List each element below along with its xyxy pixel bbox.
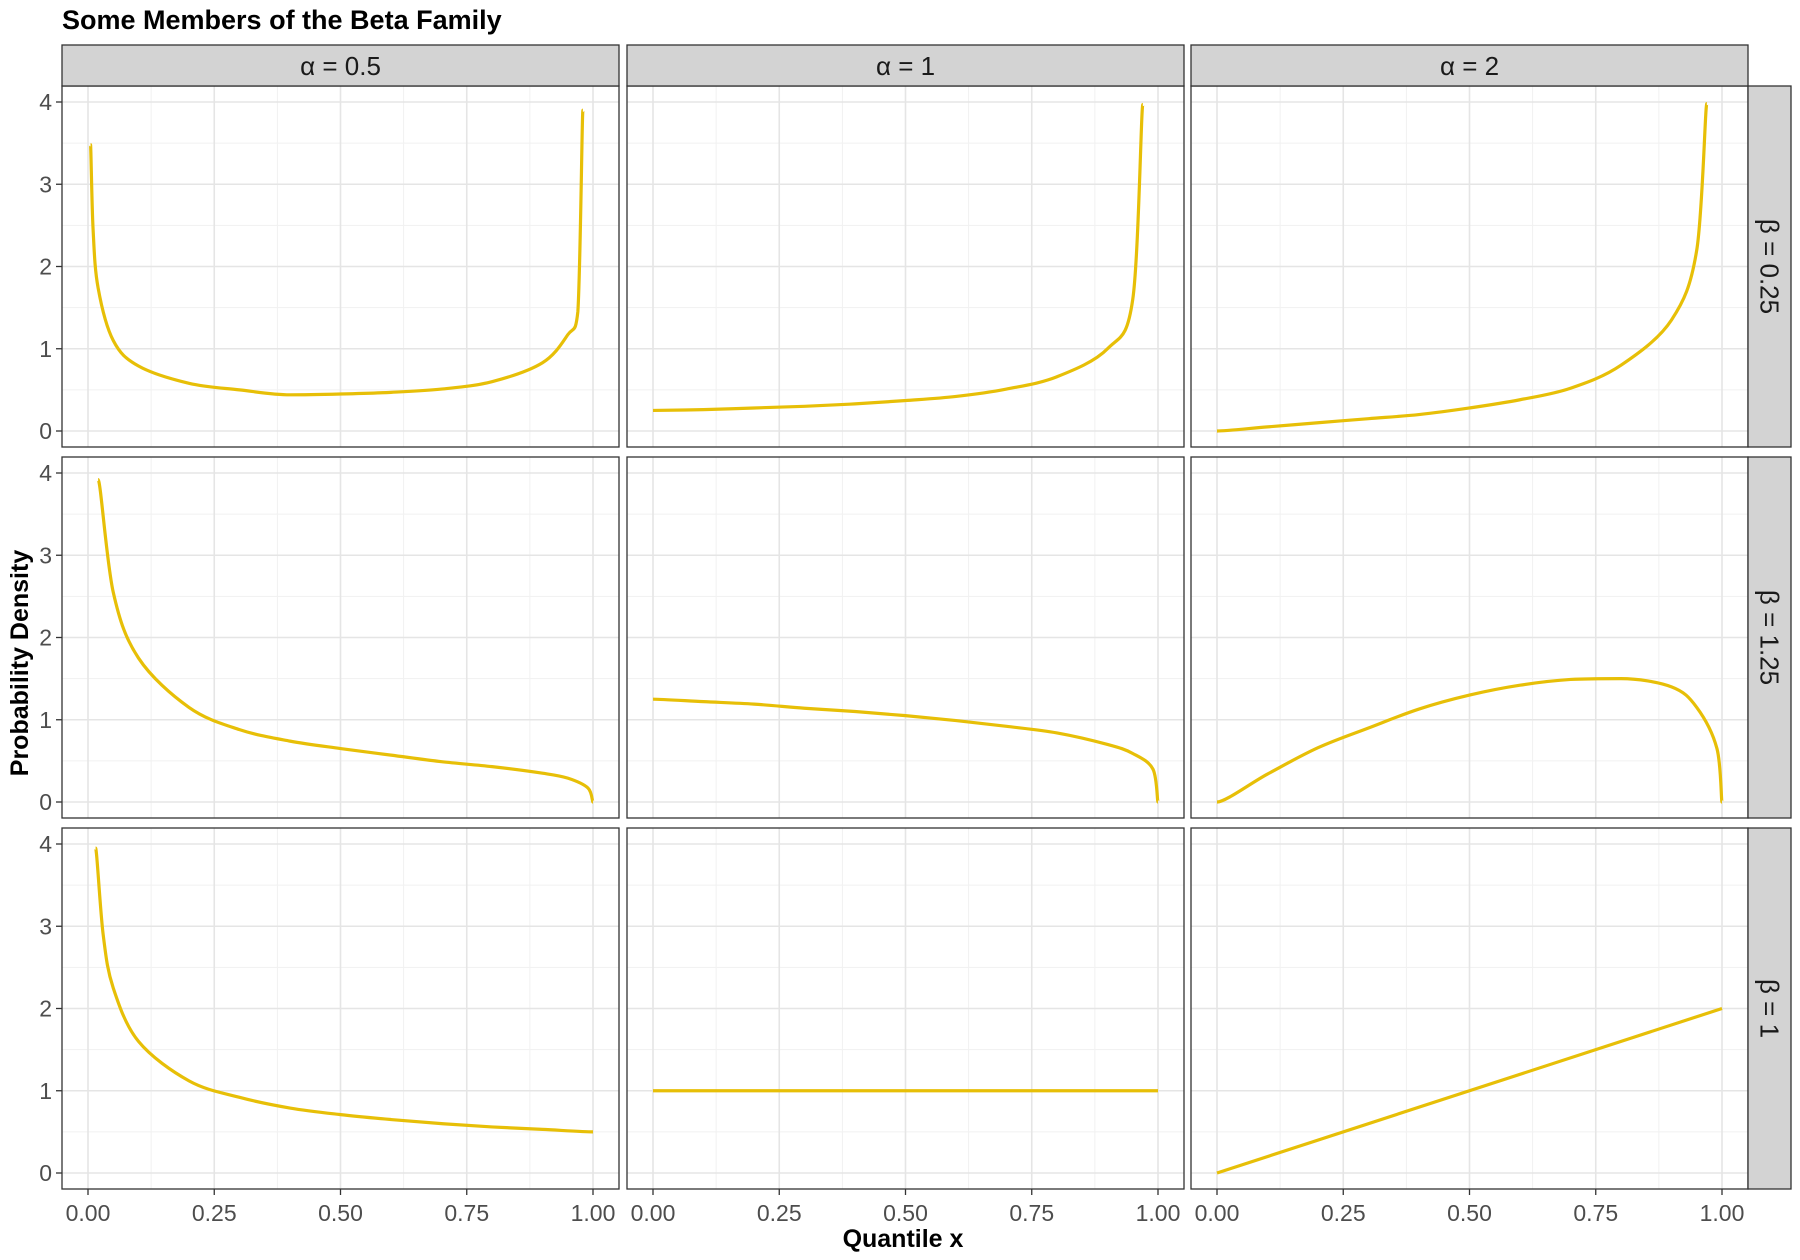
x-tick-label: 0.00 xyxy=(66,1200,111,1226)
x-tick-label: 1.00 xyxy=(1700,1200,1745,1226)
y-tick-label: 2 xyxy=(39,625,52,651)
density-curve-r2-c3 xyxy=(1216,677,1724,804)
x-tick-label: 0.75 xyxy=(1009,1200,1054,1226)
x-tick-label: 0.75 xyxy=(444,1200,489,1226)
density-curve-r2-c2 xyxy=(652,697,1160,804)
row-strip-label: β = 1 xyxy=(1755,979,1785,1038)
y-tick-label: 4 xyxy=(39,89,52,115)
x-tick-label: 0.75 xyxy=(1573,1200,1618,1226)
y-tick-label: 3 xyxy=(39,913,52,939)
panel-r3-c3 xyxy=(1190,827,1749,1190)
column-strip-label: α = 2 xyxy=(1440,51,1499,81)
y-tick-label: 3 xyxy=(39,542,52,568)
y-tick-label: 0 xyxy=(39,1160,52,1186)
x-tick-label: 1.00 xyxy=(571,1200,616,1226)
x-tick-label: 0.00 xyxy=(1195,1200,1240,1226)
panel-r2-c1 xyxy=(61,456,620,819)
x-tick-label: 0.00 xyxy=(631,1200,676,1226)
x-tick-label: 1.00 xyxy=(1136,1200,1181,1226)
x-tick-label: 0.25 xyxy=(1321,1200,1366,1226)
y-tick-label: 1 xyxy=(39,707,52,733)
y-tick-label: 3 xyxy=(39,171,52,197)
panel-r1-c1 xyxy=(61,85,620,448)
row-strip-3 xyxy=(1747,827,1792,1190)
density-curve-r1-c3 xyxy=(1216,102,1709,433)
column-strip-3 xyxy=(1190,44,1749,87)
column-strip-label: α = 1 xyxy=(876,51,935,81)
density-curve-r3-c3 xyxy=(1216,1006,1723,1175)
panel-r1-c2 xyxy=(626,85,1185,448)
row-strip-2 xyxy=(1747,456,1792,819)
y-axis-title: Probability Density xyxy=(6,550,34,777)
x-axis-title: Quantile x xyxy=(843,1225,964,1253)
y-tick-label: 0 xyxy=(39,789,52,815)
y-tick-label: 2 xyxy=(39,254,52,280)
y-tick-label: 4 xyxy=(39,460,52,486)
y-tick-label: 1 xyxy=(39,1078,52,1104)
x-tick-label: 0.50 xyxy=(1447,1200,1492,1226)
column-strip-1 xyxy=(61,44,620,87)
y-tick-label: 4 xyxy=(39,831,52,857)
density-curve-r1-c2 xyxy=(652,102,1145,413)
panel-r2-c2 xyxy=(626,456,1185,819)
x-tick-label: 0.50 xyxy=(883,1200,928,1226)
y-tick-label: 2 xyxy=(39,996,52,1022)
row-strip-label: β = 1.25 xyxy=(1755,590,1785,685)
chart-title: Some Members of the Beta Family xyxy=(62,5,502,35)
row-strip-label: β = 0.25 xyxy=(1755,219,1785,314)
density-curve-r3-c1 xyxy=(93,846,594,1134)
column-strip-2 xyxy=(626,44,1185,87)
panel-border xyxy=(626,456,1185,819)
panel-r3-c2 xyxy=(626,827,1185,1190)
x-tick-label: 0.50 xyxy=(318,1200,363,1226)
y-tick-label: 1 xyxy=(39,336,52,362)
y-tick-label: 0 xyxy=(39,418,52,444)
density-curve-r1-c1 xyxy=(88,108,585,397)
density-curve-r2-c1 xyxy=(96,477,595,804)
column-strip-label: α = 0.5 xyxy=(300,51,381,81)
panel-r1-c3 xyxy=(1190,85,1749,448)
x-tick-label: 0.25 xyxy=(757,1200,802,1226)
x-tick-label: 0.25 xyxy=(192,1200,237,1226)
facet-grid: α = 0.5 α = 1 α = 2 β = 0.25 β = 1.25 β = 1 0 1… xyxy=(39,44,1792,1226)
panel-r3-c1 xyxy=(61,827,620,1190)
row-strip-1 xyxy=(1747,85,1792,448)
panel-r2-c3 xyxy=(1190,456,1749,819)
